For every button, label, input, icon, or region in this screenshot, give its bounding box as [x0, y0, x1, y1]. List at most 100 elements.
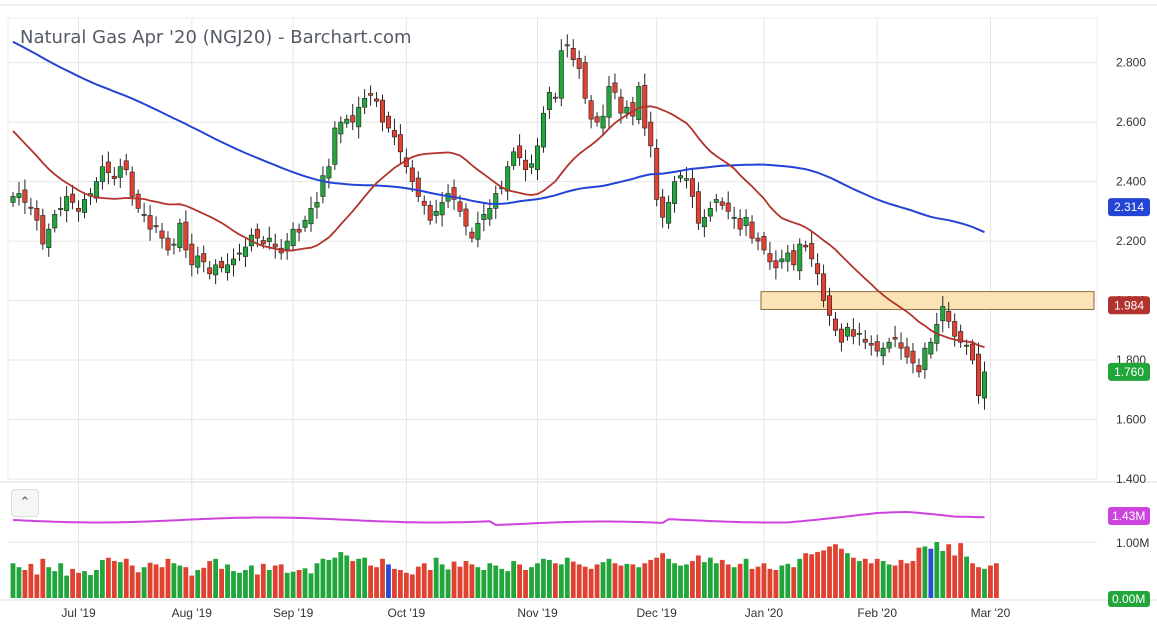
- volume-bar: [10, 563, 16, 598]
- volume-bar: [493, 565, 499, 598]
- volume-bar: [713, 563, 719, 598]
- volume-bar: [70, 568, 75, 598]
- chevron-up-icon[interactable]: ⌃: [11, 489, 39, 517]
- candle-body: [242, 246, 248, 257]
- volume-bar: [755, 566, 761, 598]
- volume-bar: [111, 561, 117, 598]
- volume-bar: [475, 567, 481, 598]
- candle-body: [940, 306, 946, 322]
- x-tick-label: Aug '19: [172, 606, 213, 620]
- candle-body: [511, 151, 517, 166]
- oscillator-tag: [1108, 507, 1150, 525]
- volume-bar: [225, 564, 230, 598]
- candle-body: [767, 253, 773, 263]
- volume-bar: [624, 563, 630, 598]
- candle-body: [874, 341, 880, 352]
- volume-bar: [439, 564, 445, 598]
- volume-bar: [743, 558, 749, 598]
- volume-bar: [76, 572, 81, 598]
- volume-bar: [797, 558, 803, 598]
- candle-body: [433, 211, 439, 216]
- volume-bar: [654, 557, 660, 598]
- volume-bar: [34, 574, 40, 598]
- volume-bar: [28, 563, 34, 598]
- candle-body: [922, 347, 928, 370]
- candle-body: [284, 240, 290, 250]
- volume-bar: [296, 570, 302, 598]
- volume-bar: [731, 567, 737, 598]
- volume-bar: [588, 568, 594, 598]
- volume-bar: [886, 564, 892, 598]
- candle-body: [797, 243, 803, 272]
- candle-body: [910, 350, 916, 364]
- volume-bar: [302, 568, 308, 598]
- candle-body: [505, 166, 511, 192]
- volume-bar: [868, 563, 874, 598]
- candle-body: [844, 327, 850, 337]
- candle-body: [713, 199, 719, 203]
- candle-body: [695, 191, 701, 224]
- volume-bar: [815, 552, 820, 598]
- candle-body: [815, 263, 821, 275]
- candle-body: [380, 99, 386, 123]
- candle-body: [254, 228, 260, 239]
- volume-bar: [684, 564, 689, 598]
- volume-bar: [22, 570, 28, 598]
- candle-body: [195, 255, 201, 268]
- x-tick-label: Sep '19: [273, 606, 314, 620]
- volume-bar: [469, 564, 475, 598]
- candle-body: [731, 216, 737, 219]
- resistance-zone: [760, 291, 1095, 310]
- candle-body: [976, 353, 982, 397]
- candle-body: [463, 208, 469, 227]
- volume-bar: [606, 558, 612, 598]
- candle-body: [636, 86, 642, 121]
- ma-fast-tag: [1108, 296, 1150, 315]
- volume-bar: [135, 572, 141, 598]
- volume-bar: [249, 565, 254, 598]
- candle-body: [946, 310, 952, 322]
- volume-bar: [642, 563, 648, 598]
- volume-bar: [946, 544, 952, 598]
- candle-body: [707, 208, 713, 217]
- candle-body: [904, 346, 910, 358]
- volume-bar: [660, 553, 666, 598]
- volume-bar: [129, 565, 135, 598]
- volume-bar: [958, 543, 964, 598]
- candle-body: [850, 329, 856, 337]
- candle-body: [129, 171, 135, 197]
- volume-bar: [892, 565, 898, 598]
- volume-bar: [153, 564, 159, 598]
- candle-body: [791, 250, 797, 266]
- x-tick-label: Nov '19: [517, 606, 558, 620]
- volume-bar: [368, 565, 373, 598]
- candle-body: [886, 341, 892, 349]
- volume-bar: [535, 563, 540, 598]
- volume-bar: [576, 564, 582, 598]
- volume-bar: [52, 571, 58, 598]
- last-price-tag-text: 1.760: [1114, 365, 1144, 379]
- candle-body: [898, 342, 904, 349]
- candle-body: [290, 228, 296, 247]
- volume-bar: [207, 561, 213, 598]
- candle-body: [171, 243, 177, 246]
- y-tick-label: 1.600: [1116, 413, 1146, 427]
- candle-body: [475, 222, 481, 240]
- candle-body: [529, 163, 535, 168]
- volume-bar: [308, 573, 314, 598]
- candle-body: [153, 225, 159, 228]
- candle-body: [821, 273, 827, 301]
- volume-bar: [451, 561, 457, 598]
- volume-bar: [147, 562, 153, 598]
- candle-body: [58, 208, 64, 210]
- volume-bar: [219, 568, 224, 598]
- candle-body: [928, 341, 934, 355]
- oscillator-line: [12, 510, 985, 527]
- volume-bar: [749, 568, 755, 598]
- volume-bar: [445, 569, 451, 598]
- candle-body: [183, 221, 189, 251]
- volume-bar: [40, 558, 46, 598]
- volume-bar: [344, 555, 350, 598]
- volume-bar: [421, 563, 427, 598]
- chart-title: Natural Gas Apr '20 (NGJ20) - Barchart.c…: [20, 27, 412, 48]
